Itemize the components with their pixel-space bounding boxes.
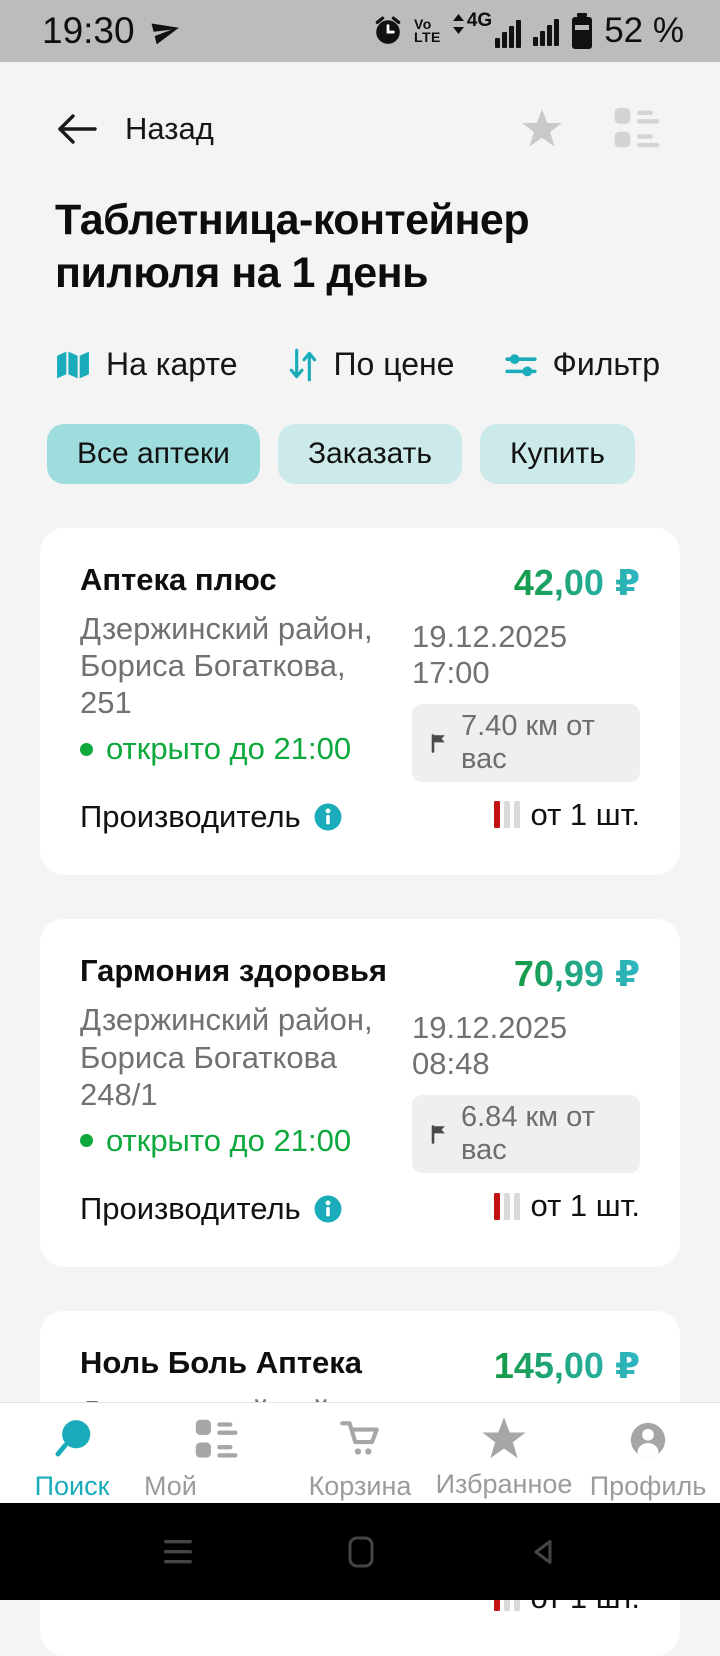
chip-all-pharmacies[interactable]: Все аптеки xyxy=(47,423,260,484)
nav-profile-label: Профиль xyxy=(589,1471,707,1501)
sort-by-price-button[interactable]: По цене xyxy=(287,346,455,384)
nav-favorites-label: Избранное xyxy=(435,1469,573,1499)
price-value: 70,99 xyxy=(513,953,604,995)
network-type-label: 4G xyxy=(466,10,493,31)
recents-menu-button[interactable] xyxy=(164,1539,192,1565)
price-datetime: 19.12.2025 08:48 xyxy=(412,1010,568,1082)
battery-percent: 52 % xyxy=(604,11,684,50)
open-status: открыто до 21:00 xyxy=(80,731,412,767)
list-view-icon[interactable] xyxy=(612,104,662,154)
info-icon[interactable] xyxy=(314,1195,342,1223)
page-title: Таблетница-контейнер пилюля на 1 день xyxy=(55,196,530,297)
pharmacy-name: Ноль Боль Аптека xyxy=(80,1344,363,1380)
manufacturer-label: Производитель xyxy=(80,799,301,835)
back-nav-button[interactable] xyxy=(530,1538,556,1566)
currency-symbol: ₽ xyxy=(614,953,640,995)
currency-symbol: ₽ xyxy=(614,561,640,603)
stock-text: от 1 шт. xyxy=(530,1188,640,1224)
nav-cart[interactable]: Корзина xyxy=(288,1416,432,1503)
bottom-navigation: Поиск Мой Список Корзина xyxy=(0,1402,720,1532)
nav-search[interactable]: Поиск xyxy=(0,1416,144,1503)
sort-by-price-label: По цене xyxy=(333,346,455,383)
stock-level-icon xyxy=(493,801,520,829)
home-square-icon xyxy=(348,1536,374,1568)
nav-my-list[interactable]: Мой Список xyxy=(144,1416,288,1532)
menu-icon xyxy=(164,1539,192,1565)
nav-favorites[interactable]: Избранное xyxy=(432,1416,576,1503)
signal-secondary-icon xyxy=(533,16,560,46)
stock-row: от 1 шт. xyxy=(493,796,640,833)
battery-icon xyxy=(571,12,593,50)
signal-primary-icon: 4G xyxy=(452,10,522,48)
back-button[interactable]: Назад xyxy=(55,111,214,147)
status-bar: 19:30 Vo LTE 4G xyxy=(0,0,720,62)
price-value: 42,00 xyxy=(513,561,604,603)
back-triangle-icon xyxy=(530,1538,556,1566)
cart-icon xyxy=(336,1416,384,1464)
price: 145,00 ₽ xyxy=(494,1345,640,1387)
stock-row: от 1 шт. xyxy=(493,1188,640,1224)
android-navigation-bar xyxy=(0,1503,720,1600)
profile-icon xyxy=(624,1416,672,1464)
pharmacy-card[interactable]: Гармония здоровья Дзержинский район, Бор… xyxy=(40,919,680,1267)
distance-text: 7.40 км от вас xyxy=(461,709,595,775)
chip-order[interactable]: Заказать xyxy=(277,423,463,484)
stock-level-icon xyxy=(493,1192,520,1220)
back-label: Назад xyxy=(125,111,214,146)
stock-text: от 1 шт. xyxy=(530,796,640,832)
manufacturer-label: Производитель xyxy=(80,1190,301,1226)
telegram-icon xyxy=(151,16,181,46)
map-icon xyxy=(55,349,91,381)
status-time: 19:30 xyxy=(42,10,135,51)
filter-button[interactable]: Фильтр xyxy=(504,346,661,383)
filter-icon xyxy=(504,348,538,382)
map-view-button[interactable]: На карте xyxy=(55,346,237,383)
currency-symbol: ₽ xyxy=(614,1344,640,1386)
alarm-icon xyxy=(373,16,403,46)
map-view-label: На карте xyxy=(106,346,238,383)
nav-cart-label: Корзина xyxy=(308,1471,412,1501)
info-icon[interactable] xyxy=(314,803,342,831)
filter-label: Фильтр xyxy=(552,346,661,383)
pharmacy-address: Дзержинский район, Бориса Богаткова, 251 xyxy=(80,610,373,721)
header: Назад xyxy=(55,104,662,154)
manufacturer-row[interactable]: Производитель xyxy=(80,1191,412,1227)
pharmacy-name: Гармония здоровья xyxy=(80,953,387,989)
chip-buy[interactable]: Купить xyxy=(480,423,635,484)
pharmacy-card[interactable]: Аптека плюс Дзержинский район, Бориса Бо… xyxy=(40,527,680,876)
search-icon xyxy=(48,1416,96,1464)
manufacturer-row[interactable]: Производитель xyxy=(80,799,412,835)
home-button[interactable] xyxy=(348,1536,374,1568)
favorite-star-icon[interactable] xyxy=(520,108,564,150)
distance-badge: 7.40 км от вас xyxy=(412,703,640,782)
price-value: 145,00 xyxy=(493,1344,604,1386)
sort-arrows-icon xyxy=(287,346,319,384)
pharmacy-address: Дзержинский район, Бориса Богаткова 248/… xyxy=(80,1002,373,1112)
open-status-text: открыто до 21:00 xyxy=(106,1122,352,1158)
pharmacy-name: Аптека плюс xyxy=(80,561,277,597)
open-dot-icon xyxy=(80,1134,93,1148)
volte-icon: Vo LTE xyxy=(413,15,441,45)
distance-badge: 6.84 км от вас xyxy=(412,1095,640,1174)
toolbar: На карте По цене Фильтр xyxy=(55,346,660,384)
distance-text: 6.84 км от вас xyxy=(461,1101,595,1167)
star-icon xyxy=(480,1416,528,1462)
price: 42,00 ₽ xyxy=(514,562,640,604)
price: 70,99 ₽ xyxy=(514,953,640,995)
open-dot-icon xyxy=(80,742,93,756)
price-datetime: 19.12.2025 17:00 xyxy=(412,618,568,690)
filter-chips: Все аптеки Заказать Купить xyxy=(47,423,720,484)
list-icon xyxy=(192,1416,240,1464)
back-arrow-icon xyxy=(55,112,99,146)
open-status-text: открыто до 21:00 xyxy=(106,731,352,767)
open-status: открыто до 21:00 xyxy=(80,1123,412,1159)
flag-icon xyxy=(428,1123,450,1145)
nav-search-label: Поиск xyxy=(34,1471,110,1501)
nav-profile[interactable]: Профиль xyxy=(576,1416,720,1503)
flag-icon xyxy=(428,732,450,754)
